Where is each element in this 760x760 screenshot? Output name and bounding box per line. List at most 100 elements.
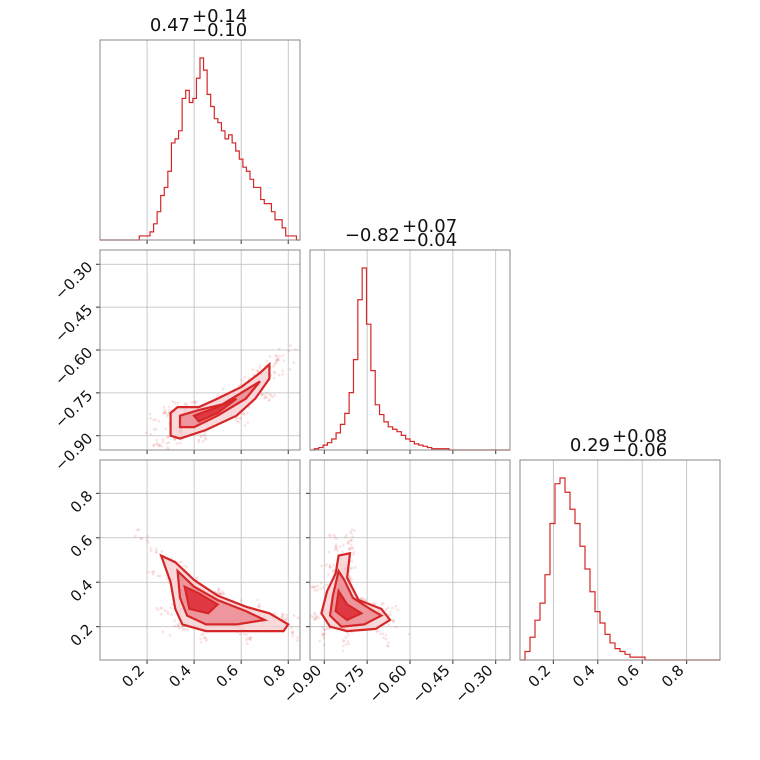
scatter-point xyxy=(167,405,171,409)
scatter-point xyxy=(222,592,226,596)
scatter-point xyxy=(303,637,306,640)
hist-title-plus-0: +0.14 xyxy=(192,6,247,27)
scatter-point xyxy=(202,636,206,639)
scatter-point xyxy=(183,627,187,631)
scatter-point xyxy=(351,552,355,556)
scatter-point xyxy=(145,538,149,542)
hist-panel-2: 0.29 +0.08−0.06 xyxy=(520,426,720,664)
scatter-point xyxy=(322,628,326,631)
scatter-point xyxy=(217,592,221,596)
scatter-point xyxy=(350,528,354,532)
hist-panel-1: −0.82 +0.07−0.04 xyxy=(310,216,510,454)
scatter-point xyxy=(317,642,320,645)
scatter-point xyxy=(170,613,173,617)
scatter-point xyxy=(382,636,385,640)
scatter-point xyxy=(168,606,172,610)
scatter-point xyxy=(178,560,182,564)
scatter-point xyxy=(136,528,139,532)
hist-title-median-1: −0.82 xyxy=(345,225,400,246)
scatter-point xyxy=(342,638,345,642)
scatter-point xyxy=(181,628,185,632)
scatter-point xyxy=(354,566,357,569)
scatter-point xyxy=(242,632,246,636)
contour-line-1 xyxy=(176,568,269,626)
scatter-point xyxy=(246,421,250,424)
scatter-point xyxy=(315,626,318,629)
scatter-point xyxy=(154,451,157,454)
scatter-point xyxy=(316,584,319,588)
scatter-point xyxy=(336,548,339,552)
scatter-point xyxy=(185,565,189,569)
scatter-point xyxy=(162,411,166,415)
scatter-point xyxy=(160,444,164,448)
scatter-point xyxy=(296,639,299,643)
scatter-point xyxy=(282,359,286,363)
scatter-point xyxy=(391,618,395,622)
scatter-point xyxy=(217,589,220,593)
hist-title-median-0: 0.47 xyxy=(150,15,190,36)
scatter-point xyxy=(303,636,306,639)
scatter-point xyxy=(328,534,332,538)
hist-frame-1 xyxy=(309,249,511,451)
y-tick-label: 0.4 xyxy=(67,576,97,606)
scatter-point xyxy=(183,402,187,406)
scatter-point xyxy=(321,632,325,636)
scatter-point xyxy=(272,364,275,368)
scatter-point xyxy=(147,570,151,574)
contour-line-0 xyxy=(320,551,392,633)
scatter-point xyxy=(305,634,308,637)
scatter-point xyxy=(273,393,276,397)
scatter-point xyxy=(389,610,392,614)
scatter-point xyxy=(392,619,396,623)
scatter-point xyxy=(349,567,353,570)
scatter-point xyxy=(267,399,271,403)
scatter-point xyxy=(321,634,325,638)
scatter-point xyxy=(387,623,391,627)
scatter-point xyxy=(163,412,167,415)
scatter-point xyxy=(313,638,316,641)
scatter-point xyxy=(166,610,169,614)
scatter-point xyxy=(154,418,158,422)
hist-frame-0 xyxy=(99,39,301,241)
scatter-point xyxy=(350,577,353,581)
scatter-point xyxy=(344,643,348,646)
scatter-point xyxy=(202,632,206,635)
scatter-point xyxy=(275,358,278,362)
scatter-point xyxy=(341,550,344,553)
scatter-point xyxy=(160,451,163,454)
scatter-point xyxy=(171,400,175,404)
scatter-point xyxy=(324,563,328,567)
scatter-point xyxy=(155,550,158,554)
scatter-point xyxy=(156,574,160,578)
scatter-point xyxy=(342,543,345,547)
scatter-point xyxy=(240,412,244,416)
scatter-point xyxy=(302,637,305,640)
scatter-point xyxy=(273,371,277,375)
scatter-point xyxy=(350,531,353,535)
scatter-point xyxy=(154,547,158,551)
hist-title-minus-1: −0.04 xyxy=(402,230,457,251)
scatter-point xyxy=(276,359,280,362)
scatter-point xyxy=(322,643,326,647)
scatter-point xyxy=(391,606,394,610)
scatter-point xyxy=(314,615,318,619)
scatter-point xyxy=(325,583,328,587)
scatter-point xyxy=(202,433,206,436)
scatter-point xyxy=(164,410,168,414)
scatter-point xyxy=(362,598,365,602)
scatter-point xyxy=(280,615,284,619)
scatter-point xyxy=(288,344,292,347)
scatter-point xyxy=(352,550,356,554)
scatter-point xyxy=(313,589,317,593)
scatter-point xyxy=(292,614,296,617)
scatter-point xyxy=(327,550,331,554)
scatter-point xyxy=(335,546,338,550)
x-tick-label: −0.90 xyxy=(280,661,325,706)
scatter-point xyxy=(177,622,181,625)
scatter-point xyxy=(137,528,141,532)
hist-panel-0: 0.47 +0.14−0.10 xyxy=(100,6,300,244)
scatter-point xyxy=(338,545,342,548)
scatter-point xyxy=(327,573,330,577)
scatter-point xyxy=(281,369,285,373)
